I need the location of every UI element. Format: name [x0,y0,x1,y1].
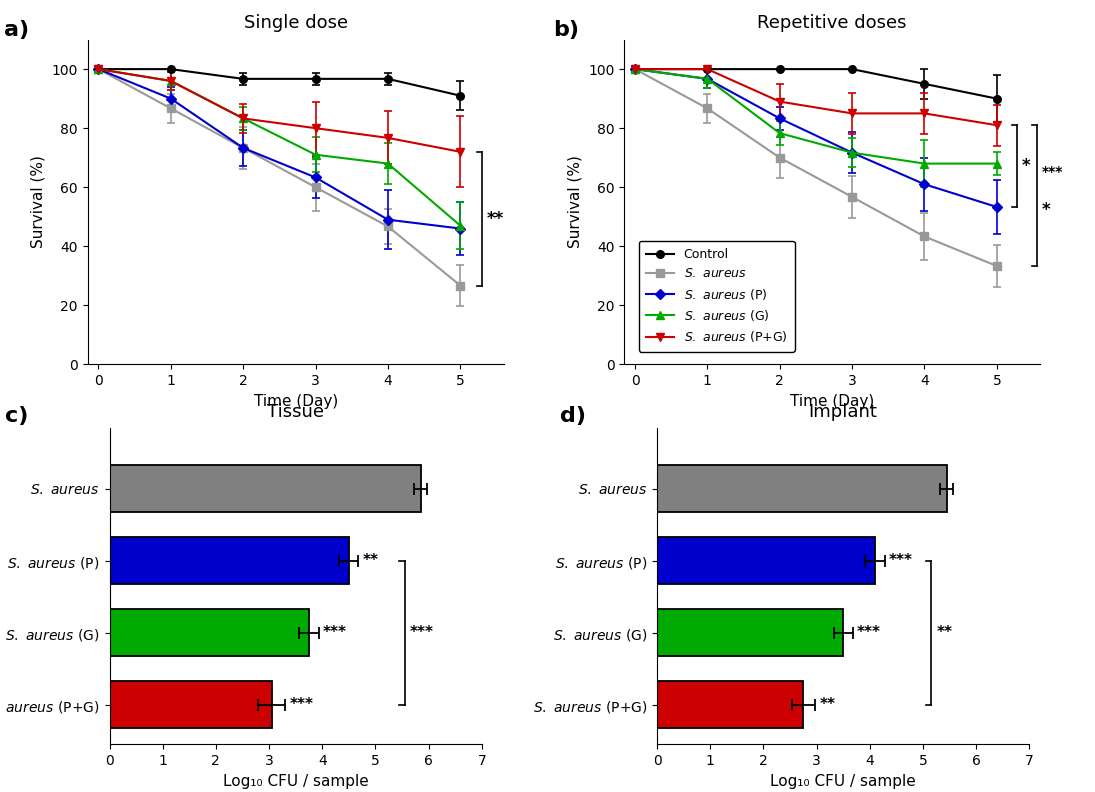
Text: **: ** [487,210,505,227]
Title: Implant: Implant [809,402,877,421]
Bar [110,610,309,657]
X-axis label: Time (Day): Time (Day) [791,394,874,409]
Text: *: * [1022,157,1030,175]
Bar [657,538,875,584]
Title: Repetitive doses: Repetitive doses [758,14,907,32]
Text: a): a) [4,20,30,40]
Text: c): c) [5,406,28,425]
X-axis label: Log₁₀ CFU / sample: Log₁₀ CFU / sample [770,774,917,789]
Text: ***: *** [323,626,347,641]
Title: Single dose: Single dose [243,14,348,32]
Text: **: ** [362,554,379,569]
Text: *: * [1041,201,1050,219]
X-axis label: Time (Day): Time (Day) [254,394,337,409]
Y-axis label: Survival (%): Survival (%) [31,155,46,249]
X-axis label: Log₁₀ CFU / sample: Log₁₀ CFU / sample [222,774,369,789]
Text: **: ** [819,698,835,712]
Title: Tissue: Tissue [267,402,324,421]
Y-axis label: Survival (%): Survival (%) [567,155,583,249]
Bar [110,681,272,729]
Text: b): b) [553,20,579,40]
Bar [657,466,947,512]
Legend: Control, $\it{S.\ aureus}$, $\it{S.\ aureus}$ (P), $\it{S.\ aureus}$ (G), $\it{S: Control, $\it{S.\ aureus}$, $\it{S.\ aur… [638,241,795,352]
Text: ***: *** [889,554,913,569]
Bar [110,466,420,512]
Bar [657,610,843,657]
Text: ***: *** [289,698,313,712]
Text: ***: *** [410,626,434,641]
Text: d): d) [561,406,586,425]
Text: ***: *** [857,626,881,641]
Bar [110,538,349,584]
Text: **: ** [936,626,953,641]
Bar [657,681,804,729]
Text: ***: *** [1041,165,1063,179]
